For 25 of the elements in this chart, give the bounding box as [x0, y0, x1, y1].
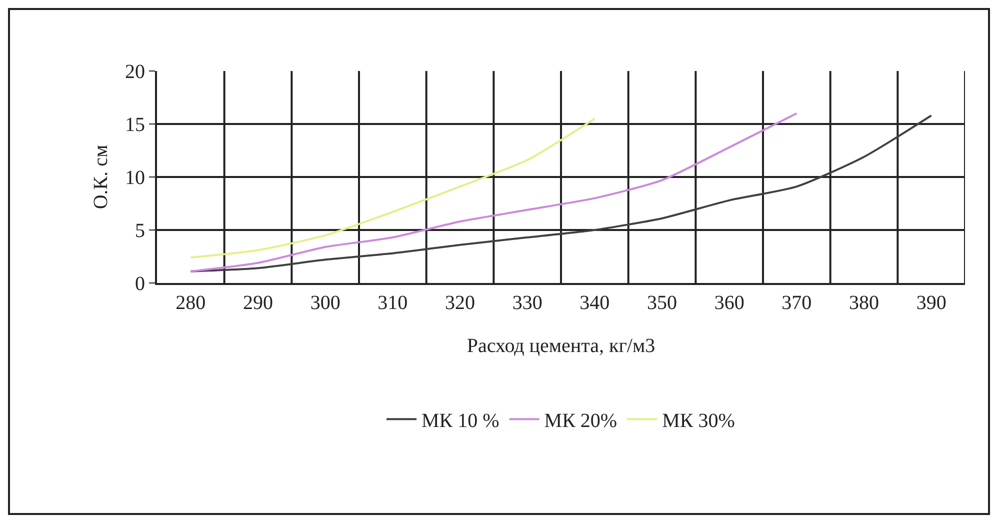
x-tick-label: 350	[647, 292, 677, 314]
x-tick-label: 340	[580, 292, 610, 314]
x-tick-label: 280	[176, 292, 206, 314]
line-series	[190, 114, 932, 272]
x-axis-title: Расход цемента, кг/м3	[466, 335, 656, 357]
x-tick-label: 390	[916, 292, 946, 314]
x-tick-label: 320	[445, 292, 475, 314]
y-tick-label: 15	[125, 114, 145, 136]
line-series	[190, 118, 596, 259]
x-tick-label: 310	[378, 292, 408, 314]
y-tick-label: 0	[135, 273, 145, 295]
x-tick-label: 300	[310, 292, 340, 314]
legend-label: МК 10 %	[422, 410, 500, 432]
x-tick-label: 380	[849, 292, 879, 314]
y-tick-label: 10	[125, 167, 145, 189]
y-tick-label: 5	[135, 220, 145, 242]
y-tick-label: 20	[125, 61, 145, 83]
legend-label: МК 30%	[662, 410, 735, 432]
x-tick-label: 330	[512, 292, 542, 314]
x-tick-label: 370	[782, 292, 812, 314]
y-axis-title: О.К. см	[90, 144, 112, 210]
line-series	[190, 112, 798, 272]
x-tick-label: 360	[714, 292, 744, 314]
legend-label: МК 20%	[544, 410, 618, 432]
x-tick-label: 290	[243, 292, 273, 314]
